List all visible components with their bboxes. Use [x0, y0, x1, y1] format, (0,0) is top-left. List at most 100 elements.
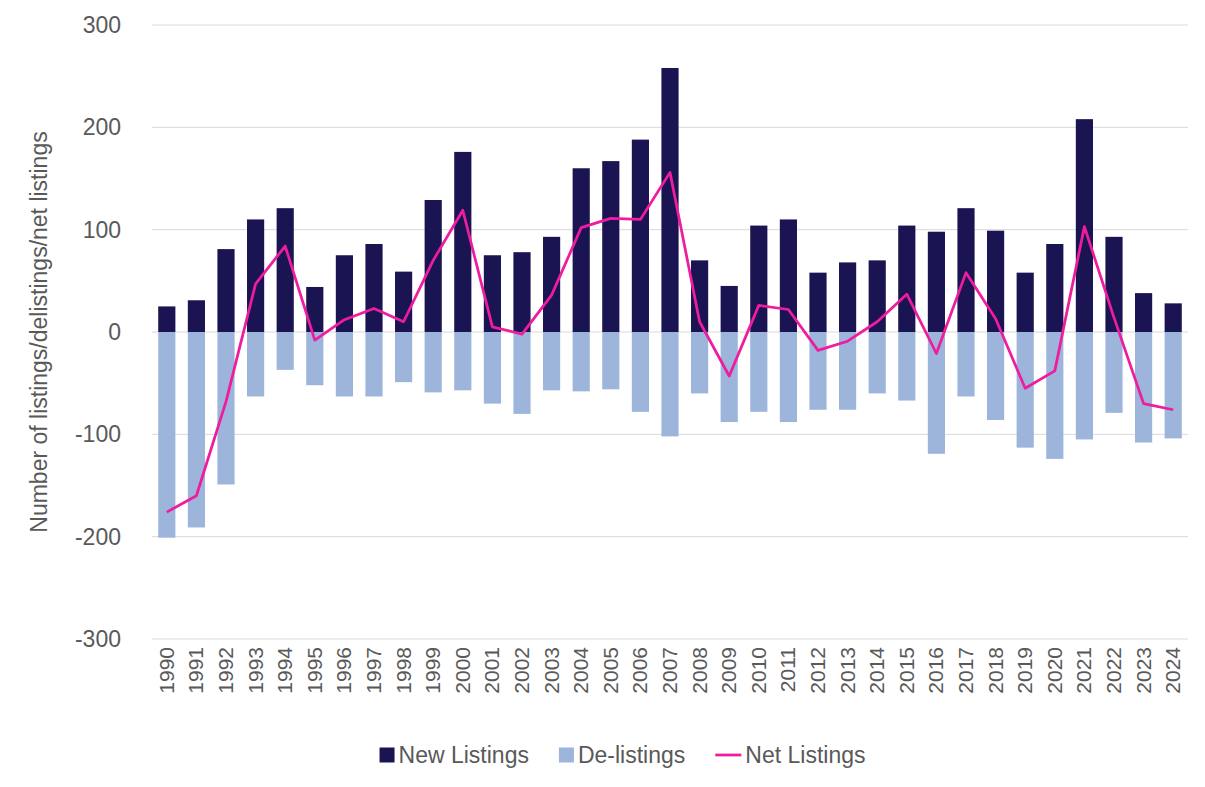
bar [425, 332, 442, 392]
y-tick-label: -300 [75, 626, 121, 652]
y-tick-label: 100 [83, 217, 121, 243]
bar [484, 255, 501, 332]
x-tick-label: 2014 [865, 647, 888, 694]
x-tick-label: 2017 [954, 647, 977, 694]
y-tick-label: 200 [83, 114, 121, 140]
y-tick-label: 300 [83, 12, 121, 38]
bar [721, 286, 738, 332]
x-tick-label: 2008 [688, 647, 711, 694]
y-tick-label: -200 [75, 524, 121, 550]
legend-label: Net Listings [745, 742, 865, 768]
legend-key [380, 748, 395, 763]
bar [573, 332, 590, 391]
bar [1046, 332, 1063, 459]
bar [365, 332, 382, 396]
x-ticks: 1990199119921993199419951996199719981999… [155, 647, 1184, 694]
bar [158, 332, 175, 538]
x-tick-label: 2011 [776, 647, 799, 692]
bar [277, 332, 294, 370]
bar [632, 140, 649, 332]
bar [1165, 303, 1182, 332]
x-tick-label: 2005 [599, 647, 622, 694]
bar [217, 249, 234, 332]
bar [780, 219, 797, 332]
bar [484, 332, 501, 404]
bar [898, 332, 915, 401]
x-tick-label: 1995 [303, 647, 326, 694]
bar [750, 226, 767, 332]
bar [454, 152, 471, 332]
legend-key [559, 748, 574, 763]
legend: New Listings De-listings Net Listings [380, 742, 866, 768]
chart: -300 -200 -100 0 100 200 300 Number of listings… [0, 0, 1205, 787]
x-tick-label: 1994 [273, 647, 296, 694]
x-tick-label: 2003 [540, 647, 563, 694]
y-tick-label: -100 [75, 421, 121, 447]
marks [158, 68, 1182, 538]
bar [513, 252, 530, 332]
y-tick-label: 0 [108, 319, 121, 345]
bar [928, 232, 945, 332]
line [167, 172, 1173, 512]
bar [1017, 273, 1034, 332]
bar [425, 200, 442, 332]
x-tick-label: 1998 [392, 647, 415, 694]
bar [839, 262, 856, 332]
x-tick-label: 2007 [658, 647, 681, 694]
legend-key [715, 754, 741, 757]
bar [573, 168, 590, 332]
x-tick-label: 1990 [155, 647, 178, 694]
x-tick-label: 2004 [569, 647, 592, 694]
bar [957, 332, 974, 396]
y-axis-label: Number of listings/delistings/net listin… [26, 131, 52, 532]
bar [188, 300, 205, 332]
bar [1017, 332, 1034, 448]
bar [1135, 293, 1152, 332]
x-tick-label: 2000 [451, 647, 474, 694]
bar [898, 226, 915, 332]
legend-item: New Listings [380, 742, 529, 768]
x-tick-label: 1992 [214, 647, 237, 694]
bar [277, 208, 294, 332]
bar [1165, 332, 1182, 438]
x-tick-label: 1993 [244, 647, 267, 694]
bar [691, 332, 708, 393]
x-tick-label: 2015 [895, 647, 918, 694]
bar [513, 332, 530, 414]
legend-label: New Listings [399, 742, 529, 768]
bar [602, 161, 619, 332]
x-tick-label: 1997 [362, 647, 385, 694]
grid-line [152, 639, 1188, 640]
x-tick-label: 1996 [332, 647, 355, 694]
bar [1046, 244, 1063, 332]
grid-line [152, 25, 1188, 26]
x-tick-label: 2010 [747, 647, 770, 694]
x-tick-label: 2022 [1102, 647, 1125, 694]
x-tick-label: 2006 [628, 647, 651, 694]
bar [395, 332, 412, 382]
x-tick-label: 2019 [1013, 647, 1036, 694]
x-tick-label: 2024 [1161, 647, 1184, 694]
bar [632, 332, 649, 412]
bar [987, 332, 1004, 420]
x-tick-label: 2001 [480, 647, 503, 694]
y-ticks: -300 -200 -100 0 100 200 300 [75, 12, 121, 652]
bar [780, 332, 797, 422]
grid [152, 25, 1188, 639]
x-tick-label: 2021 [1072, 647, 1095, 694]
bar [1076, 332, 1093, 439]
legend-label: De-listings [578, 742, 685, 768]
bar [661, 332, 678, 436]
bar [869, 332, 886, 393]
bar [809, 273, 826, 332]
legend-item: Net Listings [715, 742, 865, 768]
bar [217, 332, 234, 484]
bar [602, 332, 619, 389]
x-tick-label: 2013 [836, 647, 859, 694]
x-tick-label: 2018 [984, 647, 1007, 694]
bar [454, 332, 471, 390]
x-tick-label: 2002 [510, 647, 533, 694]
bar [158, 306, 175, 332]
x-tick-label: 2023 [1132, 647, 1155, 694]
bar [247, 332, 264, 396]
